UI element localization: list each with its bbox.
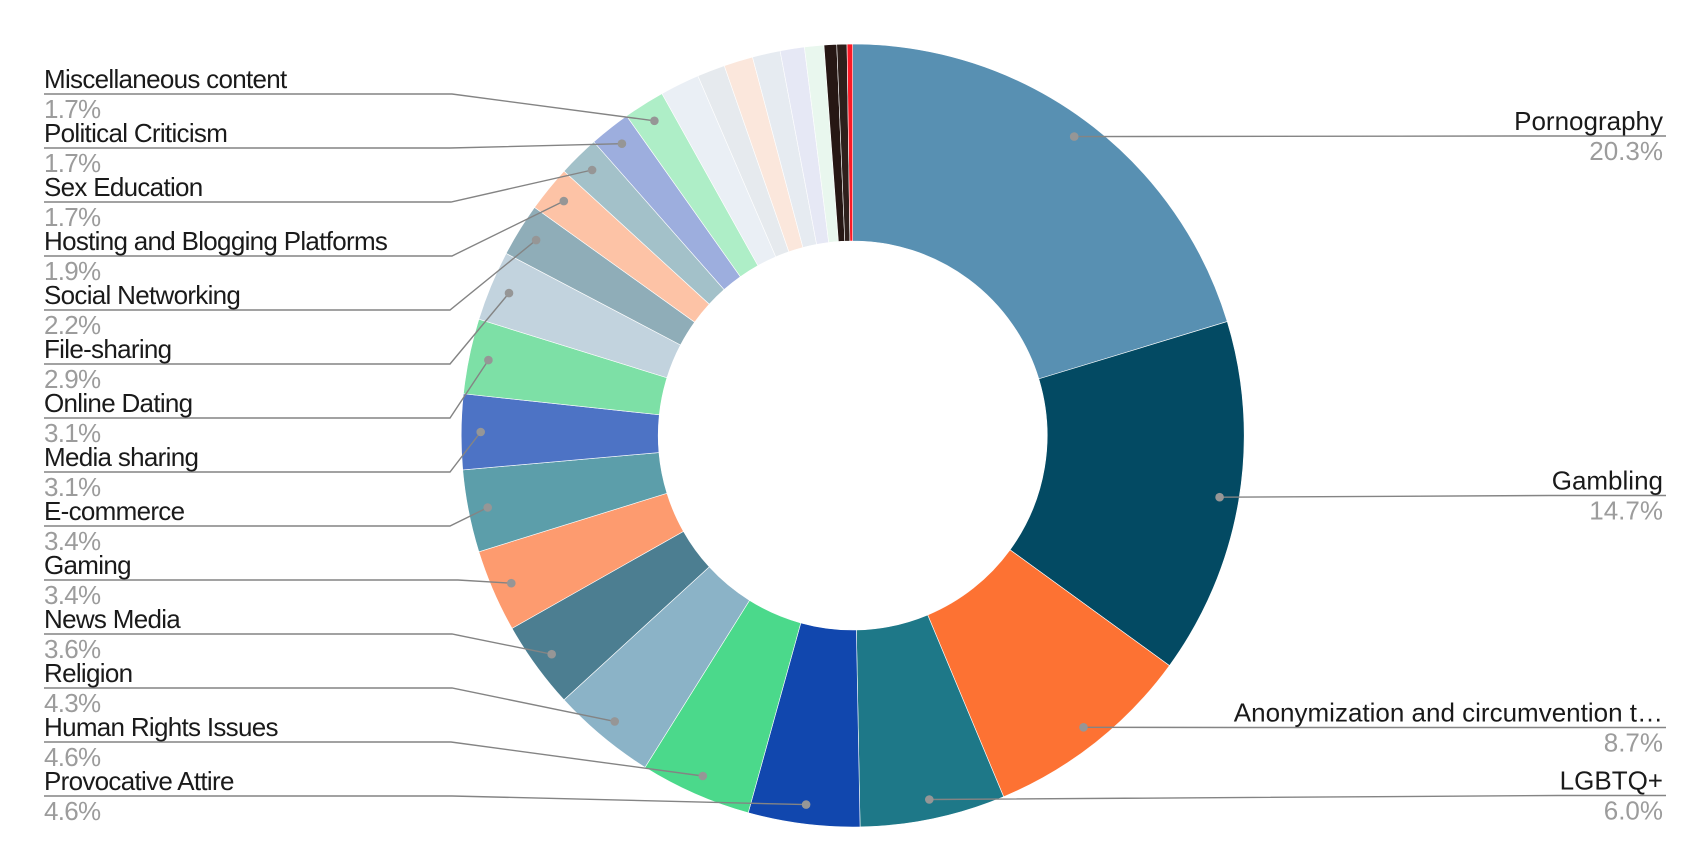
svg-text:Miscellaneous content: Miscellaneous content [44,64,288,94]
svg-text:4.3%: 4.3% [44,688,101,718]
svg-text:Social Networking: Social Networking [44,280,240,310]
svg-text:3.6%: 3.6% [44,634,101,664]
svg-text:Pornography: Pornography [1514,106,1663,136]
svg-text:8.7%: 8.7% [1604,728,1663,758]
svg-text:4.6%: 4.6% [44,742,101,772]
svg-text:3.1%: 3.1% [44,472,101,502]
svg-text:2.2%: 2.2% [44,310,101,340]
svg-text:E-commerce: E-commerce [44,496,185,526]
svg-text:Anonymization and circumventio: Anonymization and circumvention t… [1234,698,1663,728]
svg-text:Human Rights Issues: Human Rights Issues [44,712,279,742]
svg-text:6.0%: 6.0% [1604,796,1663,826]
svg-text:4.6%: 4.6% [44,796,101,826]
svg-text:Hosting and Blogging Platforms: Hosting and Blogging Platforms [44,226,388,256]
svg-text:File-sharing: File-sharing [44,334,171,364]
svg-text:1.9%: 1.9% [44,256,101,286]
svg-text:1.7%: 1.7% [44,94,101,124]
svg-text:1.7%: 1.7% [44,148,101,178]
svg-text:Political Criticism: Political Criticism [44,118,227,148]
svg-text:3.4%: 3.4% [44,526,101,556]
svg-text:Gambling: Gambling [1552,466,1663,496]
svg-text:LGBTQ+: LGBTQ+ [1560,766,1663,796]
svg-text:Religion: Religion [44,658,132,688]
svg-text:News Media: News Media [44,604,181,634]
svg-text:3.1%: 3.1% [44,418,101,448]
svg-text:2.9%: 2.9% [44,364,101,394]
svg-text:3.4%: 3.4% [44,580,101,610]
svg-text:1.7%: 1.7% [44,202,101,232]
svg-text:14.7%: 14.7% [1589,496,1663,526]
svg-text:Online Dating: Online Dating [44,388,192,418]
svg-text:Gaming: Gaming [44,550,131,580]
svg-text:Media sharing: Media sharing [44,442,198,472]
svg-text:20.3%: 20.3% [1589,136,1663,166]
svg-text:Provocative Attire: Provocative Attire [44,766,234,796]
svg-text:Sex Education: Sex Education [44,172,203,202]
